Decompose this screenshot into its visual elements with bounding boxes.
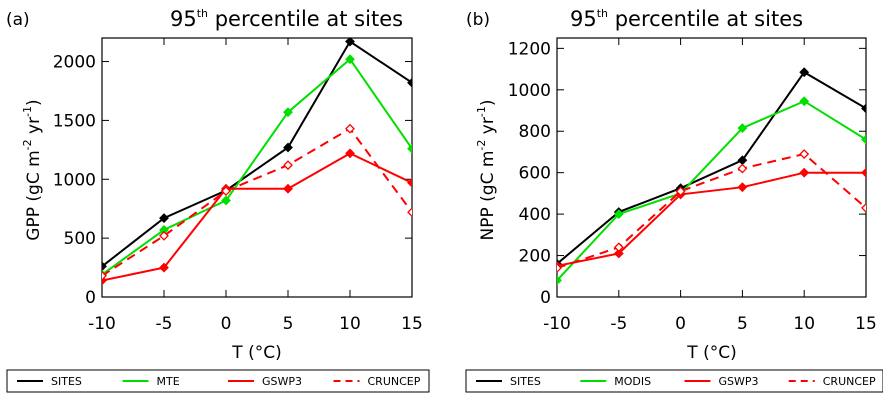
y-tick-label: 400 — [519, 205, 551, 225]
data-point — [799, 149, 810, 159]
y-axis-label: GPP (gC m-2 yr-1) — [21, 99, 44, 240]
series-sites — [557, 67, 866, 269]
legend-label: CRUNCEP — [368, 375, 421, 388]
panel-label: (b) — [466, 10, 490, 30]
data-point — [861, 167, 866, 178]
panel-npp: (b) 95th percentile at sites 0 200 400 600 800… — [465, 7, 883, 393]
chart-title: 95th percentile at sites — [170, 7, 403, 31]
series-line-sites — [557, 70, 866, 265]
data-point — [407, 143, 412, 154]
data-point — [613, 209, 624, 220]
series-line-cruncep — [557, 152, 866, 269]
data-point — [557, 263, 562, 273]
data-point — [557, 275, 562, 286]
panel-gpp: (a) 95th percentile at sites 0 500 1000 1500 2… — [6, 7, 430, 393]
data-point — [345, 54, 355, 65]
x-tick-label: 15 — [855, 314, 877, 334]
data-point — [799, 96, 810, 107]
data-point — [613, 248, 624, 259]
legend-label: SITES — [51, 375, 82, 388]
panel-label: (a) — [6, 10, 30, 30]
data-point — [737, 163, 748, 174]
y-tick-label: 1000 — [508, 81, 551, 101]
series-line-cruncep — [102, 127, 412, 277]
legend-label: SITES — [510, 375, 541, 388]
x-tick-label: 15 — [401, 314, 423, 334]
series-line-gswp3 — [557, 171, 866, 267]
y-tick-label: 0 — [540, 288, 551, 308]
y-tick-label: 1500 — [53, 111, 96, 131]
data-point — [737, 123, 748, 134]
data-point — [861, 202, 866, 213]
chart-title: 95th percentile at sites — [570, 7, 803, 31]
series-line-modis — [557, 100, 866, 282]
x-tick-label: 5 — [737, 314, 748, 334]
data-point — [159, 262, 169, 273]
data-point — [283, 142, 293, 153]
x-axis-label: T (°C) — [686, 343, 736, 363]
series-cruncep — [102, 123, 412, 281]
legend-label: MODIS — [614, 375, 651, 388]
y-tick-label: 500 — [64, 229, 96, 249]
data-point — [675, 186, 686, 197]
data-point — [613, 242, 624, 253]
series-gswp3 — [557, 167, 866, 271]
data-point — [159, 230, 169, 241]
series-line-sites — [102, 40, 412, 268]
legend-label: CRUNCEP — [823, 375, 876, 388]
series-modis — [557, 96, 866, 286]
y-tick-label: 2000 — [53, 53, 96, 73]
x-axis-label: T (°C) — [231, 343, 281, 363]
x-tick-label: 5 — [283, 314, 294, 334]
legend-box — [6, 369, 430, 393]
legend: SITES MODIS GSWP3 CRUNCEP — [465, 369, 883, 393]
y-tick-label: 800 — [519, 122, 551, 142]
x-tick-label: 10 — [339, 314, 361, 334]
data-point — [283, 160, 293, 171]
data-point — [345, 38, 355, 47]
data-point — [345, 148, 355, 159]
data-point — [102, 270, 107, 281]
legend-box — [465, 369, 883, 393]
x-tick-label: -5 — [156, 314, 173, 334]
data-point — [345, 123, 355, 134]
x-tick-label: 0 — [675, 314, 686, 334]
x-tick-label: -5 — [610, 314, 627, 334]
x-tick-label: -10 — [88, 314, 116, 334]
legend: SITES MTE GSWP3 CRUNCEP — [6, 369, 430, 393]
data-point — [102, 261, 107, 272]
data-point — [861, 134, 866, 145]
data-point — [799, 67, 810, 78]
series-line-gswp3 — [102, 152, 412, 282]
data-point — [221, 186, 231, 196]
series-mte — [102, 54, 412, 280]
plot-frame — [101, 37, 413, 298]
data-point — [407, 207, 412, 218]
x-tick-label: 10 — [793, 314, 815, 334]
data-point — [283, 107, 293, 118]
x-tick-label: 0 — [221, 314, 232, 334]
data-point — [407, 177, 412, 188]
y-tick-label: 600 — [519, 164, 551, 184]
data-point — [407, 77, 412, 88]
data-point — [799, 167, 810, 178]
data-point — [221, 195, 231, 206]
data-point — [861, 103, 866, 114]
plot-frame — [556, 37, 867, 298]
legend-label: GSWP3 — [262, 375, 302, 388]
legend-label: MTE — [157, 375, 180, 388]
series-line-mte — [102, 57, 412, 276]
data-point — [737, 182, 748, 193]
y-tick-label: 1200 — [508, 39, 551, 59]
series-cruncep — [557, 149, 866, 273]
data-point — [283, 183, 293, 194]
y-tick-label: 1000 — [53, 170, 96, 190]
y-tick-label: 200 — [519, 247, 551, 267]
y-axis-label: NPP (gC m-2 yr-1) — [475, 100, 498, 241]
x-tick-label: -10 — [543, 314, 571, 334]
data-point — [159, 213, 169, 224]
y-tick-label: 0 — [85, 288, 96, 308]
legend-label: GSWP3 — [719, 375, 759, 388]
